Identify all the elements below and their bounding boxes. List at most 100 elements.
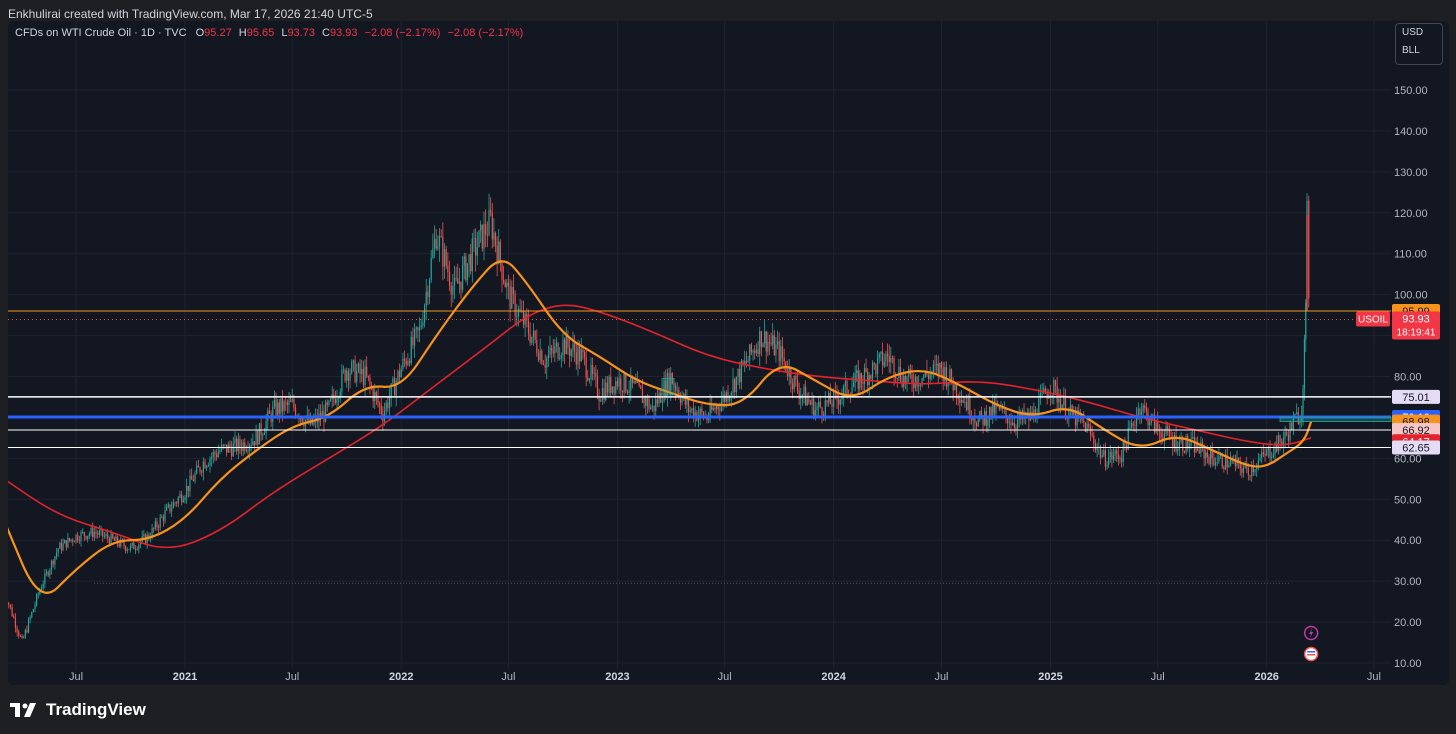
candle-body — [462, 265, 464, 290]
candle-body — [875, 364, 877, 375]
candle-body — [742, 361, 744, 365]
candle-body — [423, 306, 426, 323]
candle-body — [59, 542, 61, 549]
candle-body — [851, 387, 853, 396]
candle-body — [427, 291, 429, 297]
candle-body — [100, 529, 102, 531]
candle-body — [542, 363, 545, 365]
candle-body — [172, 502, 174, 509]
candle-body — [638, 380, 640, 386]
x-tick-label: Jul — [285, 671, 299, 683]
candle-body — [31, 612, 33, 618]
candle-body — [1303, 339, 1306, 389]
candle-body — [138, 544, 140, 550]
candle-body — [601, 388, 604, 401]
candle-body — [227, 444, 229, 453]
candle-body — [893, 357, 895, 376]
candle-body — [656, 399, 659, 404]
candle-body — [744, 360, 746, 365]
candle-body — [675, 385, 677, 391]
candle-body — [1096, 447, 1098, 451]
candle-body — [280, 398, 282, 414]
candle-body — [865, 368, 867, 372]
candle-body — [683, 393, 685, 398]
candle-body — [1145, 408, 1147, 411]
chart-panel[interactable]: 150.00140.00130.00120.00110.00100.0090.0… — [8, 21, 1449, 685]
price-chart[interactable]: 150.00140.00130.00120.00110.00100.0090.0… — [8, 21, 1449, 685]
candle-body — [987, 420, 989, 426]
candle-body — [303, 422, 305, 427]
candle-body — [247, 449, 249, 451]
candle-body — [1049, 394, 1052, 396]
candle-body — [460, 281, 462, 290]
level-badge — [1392, 423, 1440, 438]
candle-body — [502, 279, 505, 283]
candle-body — [964, 402, 966, 403]
candle-body — [216, 454, 218, 457]
candle-body — [480, 224, 482, 231]
candle-body — [263, 432, 266, 435]
candle-body — [618, 378, 620, 387]
candle-body — [772, 335, 774, 345]
candle-body — [334, 398, 337, 404]
candle-body — [891, 357, 894, 359]
moving-averages — [8, 260, 1313, 594]
candle-body — [73, 541, 75, 543]
candle-body — [1218, 456, 1220, 463]
candle-body — [75, 534, 77, 542]
candle-body — [681, 397, 683, 403]
currency-unit-selector[interactable]: USD BLL — [1395, 23, 1443, 65]
zone-box-small — [661, 378, 675, 396]
candle-body — [813, 398, 815, 418]
candle-body — [412, 336, 414, 346]
candle-body — [268, 410, 271, 414]
candle-body — [838, 399, 840, 405]
footer-brand[interactable]: TradingView — [10, 700, 146, 720]
candle-body — [1173, 435, 1176, 447]
candle-body — [405, 360, 407, 365]
candle-body — [773, 335, 775, 356]
candle-body — [916, 376, 918, 387]
candle-body — [288, 400, 290, 405]
candle-body — [321, 411, 323, 419]
candle-body — [881, 351, 884, 366]
candle-body — [729, 396, 731, 401]
candle-body — [977, 419, 979, 427]
candle-body — [582, 349, 584, 353]
candle-body — [1178, 441, 1181, 450]
candle-body — [904, 375, 906, 385]
y-tick-label: 60.00 — [1394, 453, 1422, 465]
candle-body — [1144, 405, 1146, 409]
candle-body — [885, 353, 887, 362]
candle-body — [1158, 429, 1160, 432]
candle-body — [534, 330, 536, 341]
candle-body — [1163, 433, 1165, 442]
currency-label[interactable]: USD — [1402, 27, 1424, 38]
candle-body — [653, 405, 655, 412]
candle-body — [1271, 457, 1273, 459]
candle-body — [747, 360, 749, 363]
candle-body — [1051, 394, 1053, 396]
candle-body — [1188, 445, 1191, 449]
candle-body — [290, 400, 292, 402]
candle-body — [1264, 453, 1266, 456]
x-tick-label: 2025 — [1038, 671, 1062, 683]
candle-body — [499, 241, 501, 263]
candle-body — [596, 376, 599, 397]
candle-body — [878, 353, 880, 359]
candle-body — [1053, 380, 1055, 395]
candle-body — [1177, 449, 1179, 452]
candle-body — [560, 355, 562, 358]
candle-body — [1137, 408, 1139, 417]
candle-body — [133, 542, 135, 550]
candle-body — [660, 393, 662, 403]
candle-body — [585, 356, 587, 378]
symbol-title[interactable]: CFDs on WTI Crude Oil · 1D · TVC — [15, 27, 187, 39]
candle-body — [803, 386, 805, 395]
unit-label[interactable]: BLL — [1402, 45, 1420, 56]
candle-body — [717, 405, 719, 409]
candle-body — [1279, 435, 1281, 443]
candle-body — [651, 405, 653, 408]
candle-body — [988, 406, 991, 421]
candle-body — [40, 588, 43, 590]
